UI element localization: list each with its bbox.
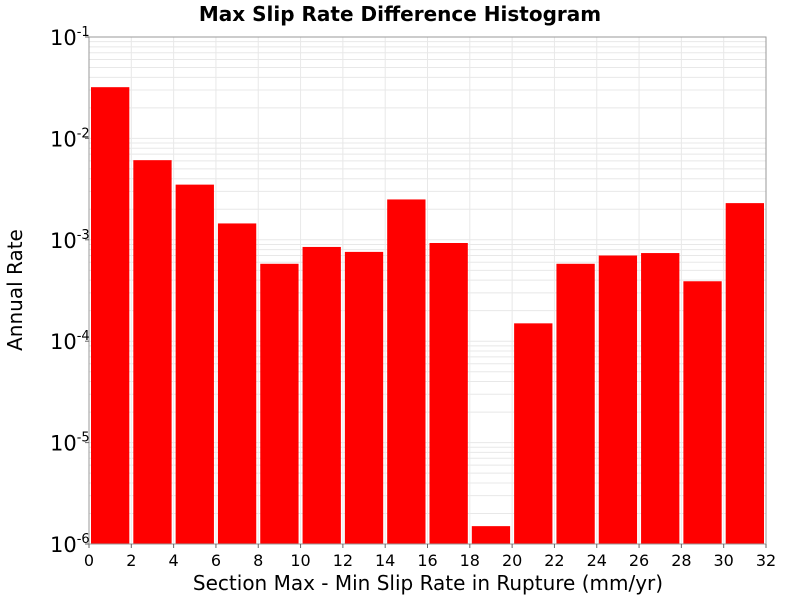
histogram-bar	[260, 263, 299, 544]
y-axis-ticks: 10-6 10-5 10-4 10-3 10-2 10-1	[50, 25, 90, 557]
histogram-bar	[598, 255, 638, 544]
x-tick-label: 10	[290, 551, 310, 570]
x-tick-label: 22	[544, 551, 564, 570]
y-tick-label: 10-3	[50, 228, 90, 253]
histogram-bar	[387, 199, 426, 544]
x-tick-label: 16	[417, 551, 437, 570]
x-tick-label: 28	[671, 551, 691, 570]
x-axis-label: Section Max - Min Slip Rate in Rupture (…	[193, 571, 663, 595]
x-tick-label: 18	[460, 551, 480, 570]
histogram-bar	[725, 203, 764, 545]
y-tick-label: 10-6	[50, 532, 90, 557]
y-tick-label: 10-2	[50, 126, 90, 151]
histogram-bar	[641, 253, 680, 544]
x-tick-label: 8	[253, 551, 263, 570]
bars	[91, 87, 764, 545]
x-axis-ticks: 0 2 4 6 8 10 12 14 16 18 20 22 24 26 28 30 32	[84, 544, 776, 570]
histogram-bar	[514, 323, 553, 544]
x-tick-label: 0	[84, 551, 94, 570]
histogram-bar	[175, 184, 214, 544]
x-tick-label: 32	[756, 551, 776, 570]
x-tick-label: 26	[629, 551, 649, 570]
histogram-bar	[344, 251, 384, 544]
histogram-bar	[429, 242, 468, 544]
x-tick-label: 14	[375, 551, 395, 570]
x-tick-label: 6	[211, 551, 221, 570]
x-tick-label: 24	[587, 551, 607, 570]
histogram-bar	[471, 526, 511, 544]
y-tick-label: 10-5	[50, 431, 90, 456]
y-tick-label: 10-4	[50, 329, 90, 354]
histogram-bar	[133, 160, 172, 545]
x-tick-label: 4	[169, 551, 179, 570]
histogram-bar	[91, 87, 130, 544]
chart-title: Max Slip Rate Difference Histogram	[199, 2, 601, 26]
x-tick-label: 12	[333, 551, 353, 570]
histogram-bar	[302, 246, 341, 545]
histogram-bar	[683, 281, 722, 544]
x-tick-label: 20	[502, 551, 522, 570]
y-axis-label: Annual Rate	[3, 229, 27, 351]
x-tick-label: 2	[126, 551, 136, 570]
y-tick-label: 10-1	[50, 25, 90, 50]
x-tick-label: 30	[714, 551, 734, 570]
histogram-bar	[556, 263, 595, 544]
histogram-bar	[217, 223, 257, 544]
